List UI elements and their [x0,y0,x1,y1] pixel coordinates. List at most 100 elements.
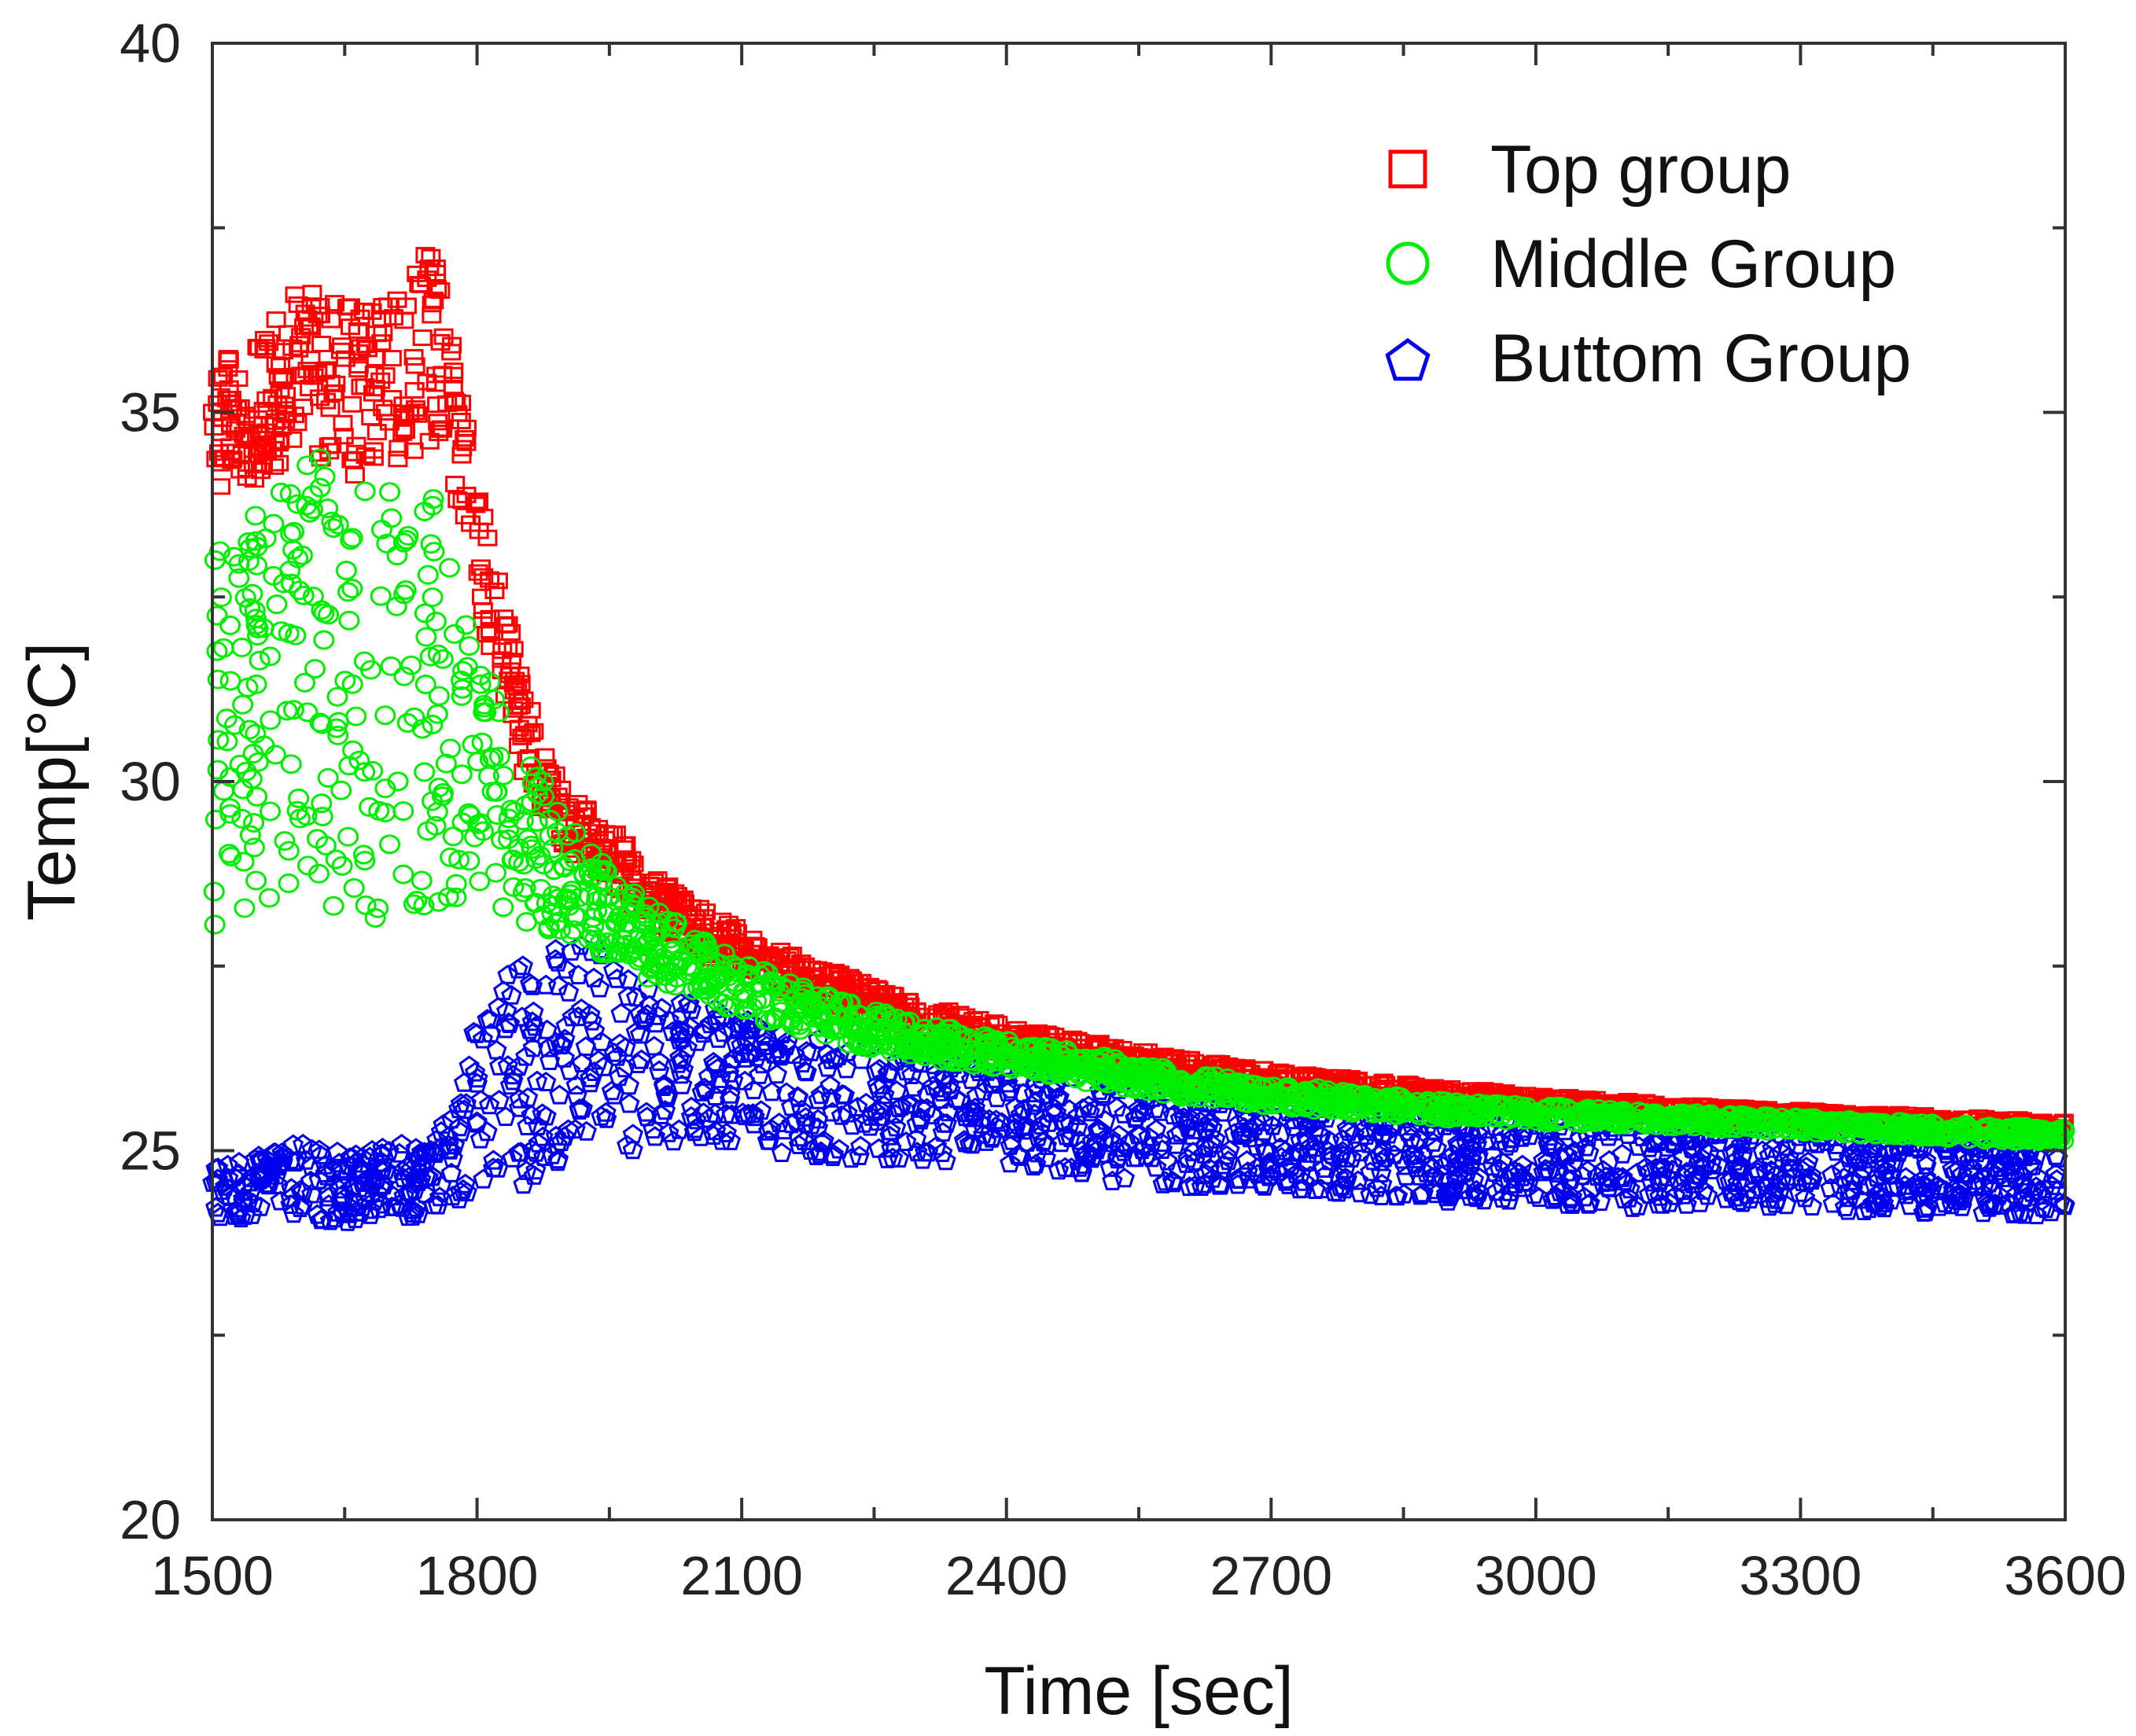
data-point [960,1069,982,1090]
data-point [526,811,548,832]
data-point [1866,1191,1887,1212]
data-point [1673,1184,1694,1205]
data-point [392,801,414,822]
data-point [535,748,555,765]
data-point [1740,1109,1762,1129]
data-point [695,1079,717,1100]
data-point [1681,1138,1702,1158]
data-point [648,903,670,923]
data-point [246,555,268,576]
data-point [521,839,543,859]
data-point [473,694,495,715]
data-point [517,829,539,849]
data-point [392,424,413,441]
data-point [492,897,514,918]
data-point [1595,1166,1617,1186]
data-point [317,767,339,788]
data-point [375,367,396,384]
data-point [493,980,514,1001]
data-point [601,1080,623,1101]
data-point [250,439,271,456]
data-point [654,1100,676,1120]
data-point [668,1053,689,1073]
data-point [308,365,328,382]
data-point [1070,1162,1092,1182]
data-point [589,977,610,998]
data-point [341,1197,362,1217]
data-point [1737,1172,1759,1193]
data-point [463,1021,484,1042]
data-point [438,1138,459,1159]
data-point [2016,1178,2037,1198]
data-point [521,1011,543,1032]
data-point [1498,1190,1519,1210]
data-point [822,1102,843,1122]
data-point [1199,1111,1221,1131]
data-point [549,1084,570,1105]
data-point [437,887,459,907]
data-point [1961,1157,1983,1178]
data-point [513,855,535,875]
data-point [1677,1107,1700,1127]
data-point [832,992,854,1013]
data-point [337,1203,359,1223]
data-point [246,786,268,807]
data-point [651,998,672,1018]
data-point [662,1021,683,1042]
data-point [228,1197,250,1218]
data-point [278,840,300,861]
data-point [659,962,681,983]
data-point [1843,1144,1864,1164]
data-point [1834,1196,1856,1216]
data-point [1058,1049,1080,1069]
data-point [459,851,481,871]
data-point [615,1037,636,1057]
data-point [381,508,403,528]
data-point [478,1094,500,1115]
data-point [1737,1112,1759,1132]
data-point [1360,1161,1381,1182]
data-point [311,806,333,826]
data-point [1689,1192,1711,1212]
data-point [1332,1082,1354,1102]
plot-points [202,247,2075,1231]
data-point [403,894,425,914]
data-point [1155,1061,1177,1081]
data-point [723,1048,744,1068]
data-point [1689,1165,1711,1186]
data-point [875,984,896,1002]
data-point [349,1177,370,1197]
data-point [877,1063,898,1083]
data-point [371,1157,393,1177]
data-point [1372,1102,1394,1123]
data-point [1776,1136,1797,1157]
data-point [1423,1131,1444,1152]
data-point [433,1114,454,1135]
data-point [442,826,464,847]
data-point [1119,1131,1140,1152]
data-point [1313,1157,1335,1178]
data-point [1051,1132,1072,1153]
data-point [483,1149,504,1170]
data-point [1385,1186,1406,1206]
data-point [1579,1193,1600,1213]
data-point [825,963,845,980]
data-point [584,1020,606,1040]
data-point [1747,1158,1769,1179]
data-point [930,1089,952,1109]
data-point [245,506,267,526]
data-point [248,1146,270,1166]
data-point [834,1084,855,1105]
data-point [1236,1149,1258,1170]
data-point [219,798,241,818]
data-point [1321,1144,1342,1164]
data-point [731,936,752,954]
data-point [1638,1183,1660,1204]
data-point [643,1035,665,1056]
data-point [311,335,332,352]
data-point [430,1121,452,1142]
data-point [1100,1127,1121,1148]
data-point [282,700,304,720]
data-point [1151,1138,1173,1159]
data-point [1421,1157,1442,1178]
